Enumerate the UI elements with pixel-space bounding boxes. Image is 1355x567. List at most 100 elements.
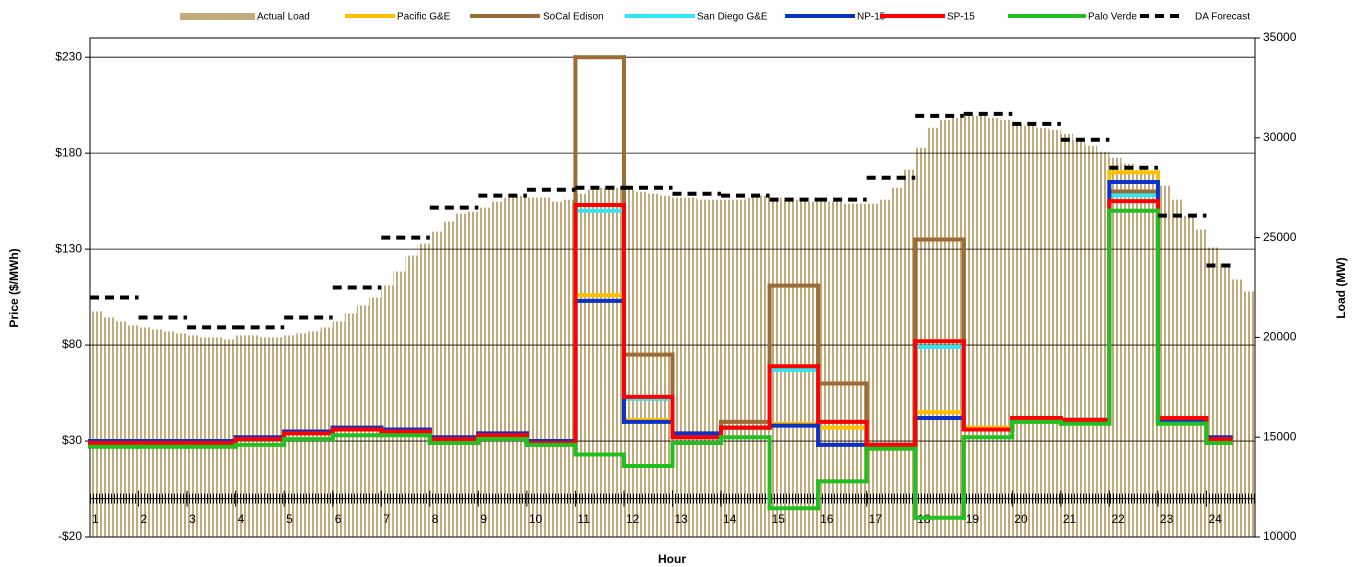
load-bar <box>514 195 527 537</box>
x-axis-label: Hour <box>658 552 686 566</box>
y-axis-label: Price ($/MWh) <box>7 248 21 327</box>
load-bar <box>988 117 1001 537</box>
load-bar <box>878 199 891 537</box>
load-bar <box>150 329 163 537</box>
load-bar <box>551 201 564 537</box>
x-tick-label: 5 <box>286 512 293 526</box>
plot-frame <box>89 37 1256 538</box>
load-bar <box>939 119 952 537</box>
load-bar <box>830 201 843 537</box>
load-bar <box>174 333 188 537</box>
load-bar <box>90 311 103 537</box>
load-bar <box>842 203 855 537</box>
load-bar <box>478 207 491 537</box>
load-bar <box>563 199 576 537</box>
x-tick-label: 21 <box>1063 512 1077 526</box>
load-bar <box>1218 263 1231 537</box>
y2-tick-label: 15000 <box>1263 429 1297 443</box>
load-bar <box>866 203 879 537</box>
load-bar <box>733 199 746 537</box>
load-bar <box>356 305 370 537</box>
load-bar <box>951 117 964 537</box>
load-bar <box>223 339 236 537</box>
load-bar <box>648 193 661 538</box>
y2-tick-label: 20000 <box>1263 330 1297 344</box>
x-tick-label: 23 <box>1160 512 1174 526</box>
x-tick-label: 1 <box>92 512 99 526</box>
load-bar <box>466 211 479 538</box>
load-bar <box>745 197 758 537</box>
x-tick-label: 15 <box>772 512 786 526</box>
load-bar <box>854 203 867 537</box>
y-tick-label: $180 <box>55 145 82 159</box>
x-tick-label: 6 <box>335 512 342 526</box>
load-bar <box>1060 133 1073 538</box>
y2-tick-label: 10000 <box>1263 529 1297 543</box>
load-bar <box>114 321 127 537</box>
x-tick-label: 13 <box>675 512 689 526</box>
y-tick-label: $80 <box>62 337 82 351</box>
x-tick-label: 14 <box>723 512 737 526</box>
load-bar <box>199 337 212 537</box>
load-bar <box>1182 215 1195 538</box>
x-tick-label: 7 <box>383 512 390 526</box>
load-bar <box>975 115 989 538</box>
load-bar <box>1012 123 1025 537</box>
x-tick-label: 8 <box>432 512 439 526</box>
load-bar <box>708 199 722 537</box>
load-bar <box>1121 163 1134 538</box>
load-bar <box>587 189 600 538</box>
x-tick-label: 16 <box>820 512 834 526</box>
x-tick-label: 12 <box>626 512 640 526</box>
load-bar <box>721 199 734 537</box>
load-bar <box>539 197 552 537</box>
load-bar <box>1109 157 1122 537</box>
load-bar <box>660 195 673 537</box>
load-bar <box>429 231 442 537</box>
forecast-line <box>90 111 1231 330</box>
x-tick-label: 24 <box>1208 512 1222 526</box>
load-bar <box>1048 129 1061 538</box>
load-bar <box>369 297 382 537</box>
load-bar <box>1194 229 1207 537</box>
y2-tick-label: 25000 <box>1263 230 1297 244</box>
legend-label: San Diego G&E <box>697 12 768 23</box>
price-line <box>88 208 1233 520</box>
y-tick-label: $30 <box>62 433 82 447</box>
load-bar <box>393 271 406 537</box>
load-bar <box>526 197 540 537</box>
load-bar <box>211 337 224 537</box>
load-bar <box>890 187 904 537</box>
x-tick-label: 2 <box>141 512 148 526</box>
x-tick-label: 10 <box>529 512 543 526</box>
legend-label: DA Forecast <box>1195 12 1250 23</box>
y-tick-label: $230 <box>55 49 82 63</box>
y2-axis-label: Load (MW) <box>1334 257 1348 318</box>
load-bar <box>1085 145 1098 537</box>
load-bar <box>684 197 697 537</box>
load-bar <box>1133 169 1146 537</box>
x-tick-label: 3 <box>189 512 196 526</box>
x-tick-label: 4 <box>238 512 245 526</box>
legend-label: Actual Load <box>257 12 310 23</box>
load-bar <box>672 197 685 537</box>
load-bar <box>1145 173 1158 537</box>
legend-label: NP-15 <box>857 12 886 23</box>
x-tick-label: 20 <box>1014 512 1028 526</box>
legend-label: SoCal Edison <box>543 12 604 23</box>
load-bar <box>284 335 297 537</box>
load-bar <box>1000 119 1013 537</box>
load-bar <box>757 195 770 537</box>
load-bar <box>1157 185 1171 538</box>
y-tick-label: -$20 <box>58 529 82 543</box>
load-bar <box>599 187 612 537</box>
load-bar <box>417 243 430 537</box>
load-bar <box>696 199 709 537</box>
load-bar <box>502 197 515 537</box>
load-bar <box>575 193 588 538</box>
load-bar <box>623 189 637 538</box>
x-tick-label: 9 <box>480 512 487 526</box>
load-bars <box>90 115 1255 538</box>
load-bar <box>1206 247 1219 537</box>
load-bar <box>126 325 139 537</box>
